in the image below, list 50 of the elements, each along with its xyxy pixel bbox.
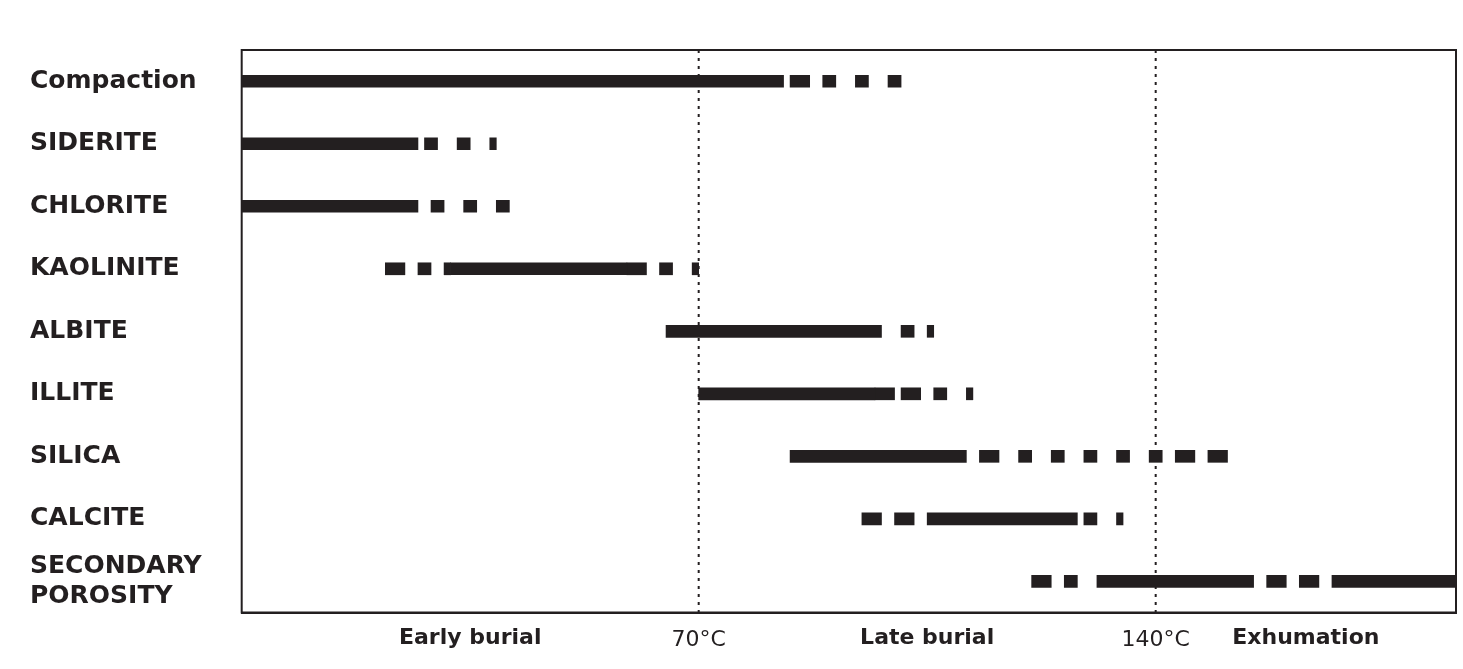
text: Late burial	[860, 624, 995, 650]
bar	[1266, 575, 1287, 588]
bar	[384, 262, 406, 276]
bar	[1207, 449, 1228, 463]
y-tick-label: Compaction	[30, 64, 197, 94]
bar	[966, 387, 974, 401]
bar	[926, 324, 935, 338]
bar	[789, 74, 811, 88]
y-tick-label: ALBITE	[30, 314, 128, 344]
y-tick-label: SILICA	[30, 439, 121, 469]
x-tick-label: 70°C	[671, 625, 726, 651]
bar	[900, 324, 915, 338]
y-tick-label: KAOLINITE	[30, 252, 180, 282]
bar	[1298, 575, 1320, 588]
bar	[1116, 512, 1124, 526]
bar	[861, 512, 882, 526]
bar	[926, 512, 1078, 526]
bar	[1116, 449, 1130, 463]
bar	[822, 74, 837, 88]
bar	[659, 262, 673, 276]
bar	[424, 137, 438, 151]
bar	[495, 199, 510, 213]
bar	[1083, 512, 1098, 526]
bar	[900, 387, 921, 401]
bar	[1148, 449, 1163, 463]
bar	[855, 74, 869, 88]
bar	[489, 137, 497, 151]
bar	[894, 512, 915, 526]
bar	[1050, 449, 1065, 463]
y-tick-label: SECONDARY POROSITY	[30, 549, 203, 609]
bar	[1031, 575, 1052, 588]
bar	[417, 262, 432, 276]
y-tick-label: CHLORITE	[30, 189, 169, 219]
bar	[789, 449, 967, 463]
bar	[1018, 449, 1032, 463]
y-tick-label: CALCITE	[30, 502, 146, 532]
bar	[456, 137, 471, 151]
text: Exhumation	[1232, 624, 1380, 650]
bar	[979, 449, 1000, 463]
bar	[1174, 449, 1196, 463]
y-tick-label: SIDERITE	[30, 127, 158, 157]
bar	[463, 199, 478, 213]
x-tick-label: 140°C	[1121, 625, 1190, 651]
text: Early burial	[398, 624, 542, 650]
y-tick-label: ILLITE	[30, 377, 115, 407]
bar	[1063, 575, 1078, 588]
bar	[430, 199, 445, 213]
bar	[1083, 449, 1098, 463]
bar	[887, 74, 902, 88]
bar	[933, 387, 948, 401]
